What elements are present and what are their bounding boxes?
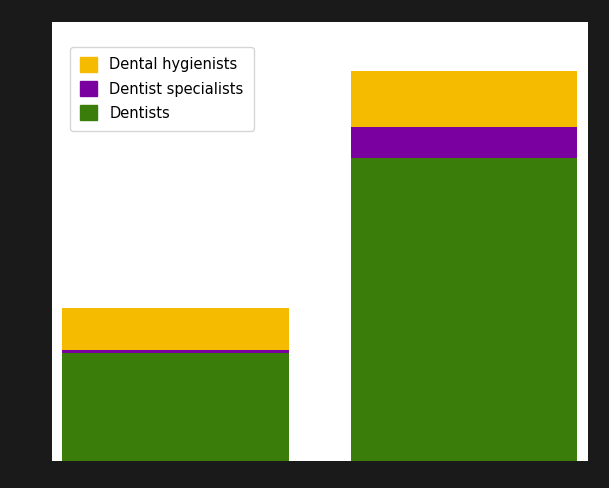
Bar	[62, 308, 289, 350]
Bar	[62, 353, 289, 461]
Legend: Dental hygienists, Dentist specialists, Dentists: Dental hygienists, Dentist specialists, …	[70, 47, 253, 131]
Bar	[351, 127, 577, 158]
Bar	[62, 350, 289, 353]
Bar	[351, 71, 577, 127]
Bar	[351, 158, 577, 461]
